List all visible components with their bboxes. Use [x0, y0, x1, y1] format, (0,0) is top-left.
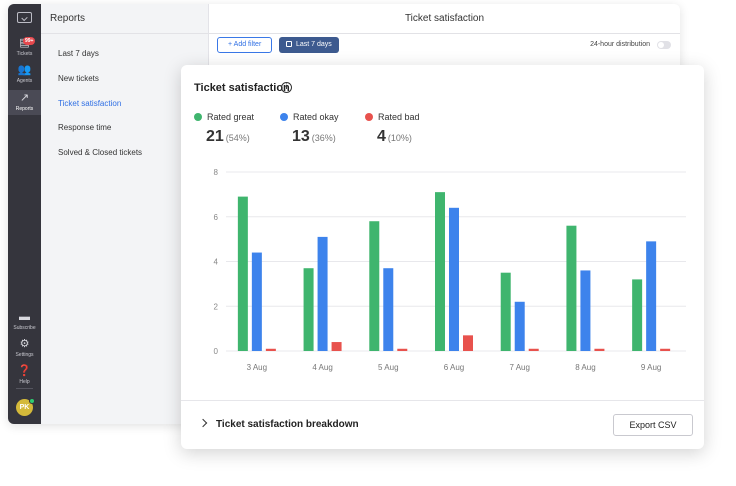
- stat-percent: (36%): [311, 133, 336, 143]
- bar-rated-bad: [397, 348, 408, 351]
- breakdown-toggle[interactable]: Ticket satisfaction breakdown: [216, 419, 359, 430]
- notification-badge: 99+: [23, 37, 36, 45]
- bar-rated-great: [237, 196, 248, 351]
- agents-icon: 👥: [17, 64, 32, 76]
- sidebar-item-agents[interactable]: 👥 Agents: [8, 64, 41, 85]
- bar-rated-great: [566, 225, 577, 351]
- y-tick-label: 6: [214, 213, 219, 222]
- x-tick-label: 8 Aug: [575, 363, 595, 372]
- x-tick-label: 4 Aug: [312, 363, 332, 372]
- avatar[interactable]: PK: [16, 399, 33, 416]
- stat-rated-okay: 13 (36%): [292, 128, 336, 146]
- bar-rated-okay: [317, 236, 328, 351]
- nav-item-solved-closed[interactable]: Solved & Closed tickets: [58, 148, 143, 157]
- bar-rated-okay: [646, 241, 657, 351]
- satisfaction-bar-chart: 0 2 4 6 8 3 Aug 4 Aug 5 Aug 6 Aug 7 Aug 8 Aug 9 Aug: [214, 168, 686, 372]
- nav-item-last-7-days[interactable]: Last 7 days: [58, 49, 99, 58]
- app-logo-icon[interactable]: [17, 12, 32, 23]
- legend-rated-bad: Rated bad: [365, 112, 420, 122]
- date-range-button[interactable]: Last 7 days: [279, 37, 339, 53]
- report-content: Ticket satisfaction + Add filter Last 7 …: [209, 4, 680, 424]
- sidebar-item-label: Reports: [15, 106, 34, 112]
- stat-count: 13: [292, 128, 310, 145]
- card-title: Ticket satisfaction: [194, 82, 290, 94]
- sidebar-item-label: Subscribe: [13, 325, 36, 331]
- bar-rated-okay: [383, 268, 394, 351]
- legend-rated-okay: Rated okay: [280, 112, 339, 122]
- sidebar-item-subscribe[interactable]: ▬ Subscribe: [8, 311, 41, 332]
- settings-icon: ⚙: [19, 338, 30, 350]
- y-tick-label: 0: [214, 347, 219, 356]
- legend-label: Rated bad: [378, 112, 420, 122]
- help-icon: ❓: [17, 365, 32, 377]
- calendar-icon: [286, 41, 292, 47]
- stat-percent: (10%): [387, 133, 412, 143]
- x-tick-label: 5 Aug: [378, 363, 398, 372]
- bar-rated-great: [369, 221, 380, 351]
- nav-item-new-tickets[interactable]: New tickets: [58, 74, 99, 83]
- bar-rated-bad: [528, 348, 539, 351]
- sidebar-item-help[interactable]: ❓ Help: [8, 365, 41, 386]
- subscribe-icon: ▬: [19, 311, 30, 323]
- stat-count: 4: [377, 128, 386, 145]
- x-tick-label: 9 Aug: [641, 363, 661, 372]
- bar-rated-okay: [514, 301, 525, 351]
- bar-rated-okay: [251, 252, 262, 351]
- bar-rated-great: [500, 272, 511, 351]
- bar-rated-great: [435, 192, 445, 351]
- sidebar-item-label: Tickets: [16, 51, 33, 57]
- nav-item-ticket-satisfaction[interactable]: Ticket satisfaction: [58, 99, 122, 108]
- bar-rated-okay: [449, 207, 459, 351]
- divider: [181, 400, 704, 401]
- bar-rated-bad: [331, 342, 342, 351]
- legend-label: Rated great: [207, 112, 255, 122]
- stat-rated-great: 21 (54%): [206, 128, 250, 146]
- bar-rated-bad: [265, 348, 276, 351]
- x-tick-label: 3 Aug: [247, 363, 267, 372]
- stat-count: 21: [206, 128, 224, 145]
- green-dot-icon: [194, 113, 202, 121]
- legend-label: Rated okay: [293, 112, 339, 122]
- sidebar-item-label: Agents: [16, 78, 33, 84]
- sidebar-item-label: Settings: [15, 352, 34, 358]
- bar-rated-okay: [580, 270, 591, 351]
- legend-rated-great: Rated great: [194, 112, 254, 122]
- y-tick-label: 4: [214, 258, 219, 267]
- stat-percent: (54%): [225, 133, 250, 143]
- info-icon[interactable]: i: [281, 82, 292, 93]
- bar-rated-great: [303, 268, 314, 351]
- app-sidebar: ▤ Tickets 99+ 👥 Agents ↗ Reports ▬ Subsc…: [8, 4, 41, 424]
- x-tick-label: 7 Aug: [509, 363, 529, 372]
- satisfaction-card: Ticket satisfaction i Rated great Rated …: [181, 65, 704, 449]
- y-tick-label: 8: [214, 168, 219, 177]
- sidebar-item-reports[interactable]: ↗ Reports: [8, 90, 41, 115]
- y-tick-label: 2: [214, 302, 219, 311]
- x-tick-label: 6 Aug: [444, 363, 464, 372]
- bar-rated-bad: [594, 348, 605, 351]
- red-dot-icon: [365, 113, 373, 121]
- bar-rated-great: [632, 279, 643, 351]
- sidebar-divider: [16, 388, 33, 389]
- stat-rated-bad: 4 (10%): [377, 128, 412, 146]
- reports-icon: ↗: [19, 92, 30, 104]
- chevron-right-icon[interactable]: [198, 418, 208, 428]
- distribution-label: 24-hour distribution: [590, 41, 650, 48]
- nav-item-response-time[interactable]: Response time: [58, 123, 112, 132]
- blue-dot-icon: [280, 113, 288, 121]
- date-range-label: Last 7 days: [296, 41, 332, 48]
- bar-rated-bad: [463, 335, 473, 351]
- sidebar-item-label: Help: [19, 379, 30, 385]
- page-title: Ticket satisfaction: [209, 4, 680, 34]
- online-status-indicator: [29, 398, 35, 404]
- bar-rated-bad: [660, 348, 671, 351]
- distribution-toggle[interactable]: [657, 41, 671, 49]
- sidebar-item-settings[interactable]: ⚙ Settings: [8, 338, 41, 359]
- reports-panel-title: Reports: [41, 4, 208, 34]
- export-csv-button[interactable]: Export CSV: [613, 414, 693, 436]
- add-filter-button[interactable]: + Add filter: [217, 37, 273, 53]
